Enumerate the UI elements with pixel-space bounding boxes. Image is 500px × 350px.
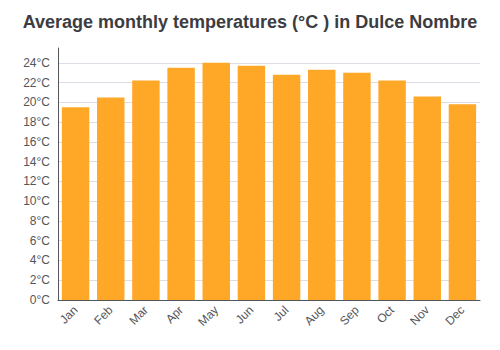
svg-text:Average monthly temperatures (: Average monthly temperatures (°C ) in Du…: [23, 12, 478, 32]
svg-text:Sep: Sep: [337, 303, 362, 328]
svg-text:10°C: 10°C: [23, 194, 50, 208]
svg-text:8°C: 8°C: [30, 214, 50, 228]
svg-text:12°C: 12°C: [23, 174, 50, 188]
svg-text:16°C: 16°C: [23, 135, 50, 149]
svg-text:Jan: Jan: [57, 303, 81, 327]
svg-text:Jun: Jun: [233, 303, 257, 327]
svg-text:14°C: 14°C: [23, 155, 50, 169]
svg-text:0°C: 0°C: [30, 293, 50, 307]
svg-text:Dec: Dec: [442, 303, 467, 328]
svg-text:24°C: 24°C: [23, 56, 50, 70]
svg-text:20°C: 20°C: [23, 95, 50, 109]
svg-text:May: May: [195, 303, 221, 329]
svg-text:Jul: Jul: [271, 303, 292, 324]
svg-text:Nov: Nov: [407, 303, 432, 328]
svg-text:18°C: 18°C: [23, 115, 50, 129]
svg-text:Mar: Mar: [126, 303, 151, 327]
svg-text:Aug: Aug: [302, 303, 327, 328]
svg-text:2°C: 2°C: [30, 273, 50, 287]
svg-text:Feb: Feb: [91, 303, 116, 328]
svg-text:6°C: 6°C: [30, 234, 50, 248]
svg-text:4°C: 4°C: [30, 253, 50, 267]
svg-text:Oct: Oct: [374, 303, 398, 327]
svg-text:22°C: 22°C: [23, 76, 50, 90]
svg-text:Apr: Apr: [163, 303, 186, 326]
